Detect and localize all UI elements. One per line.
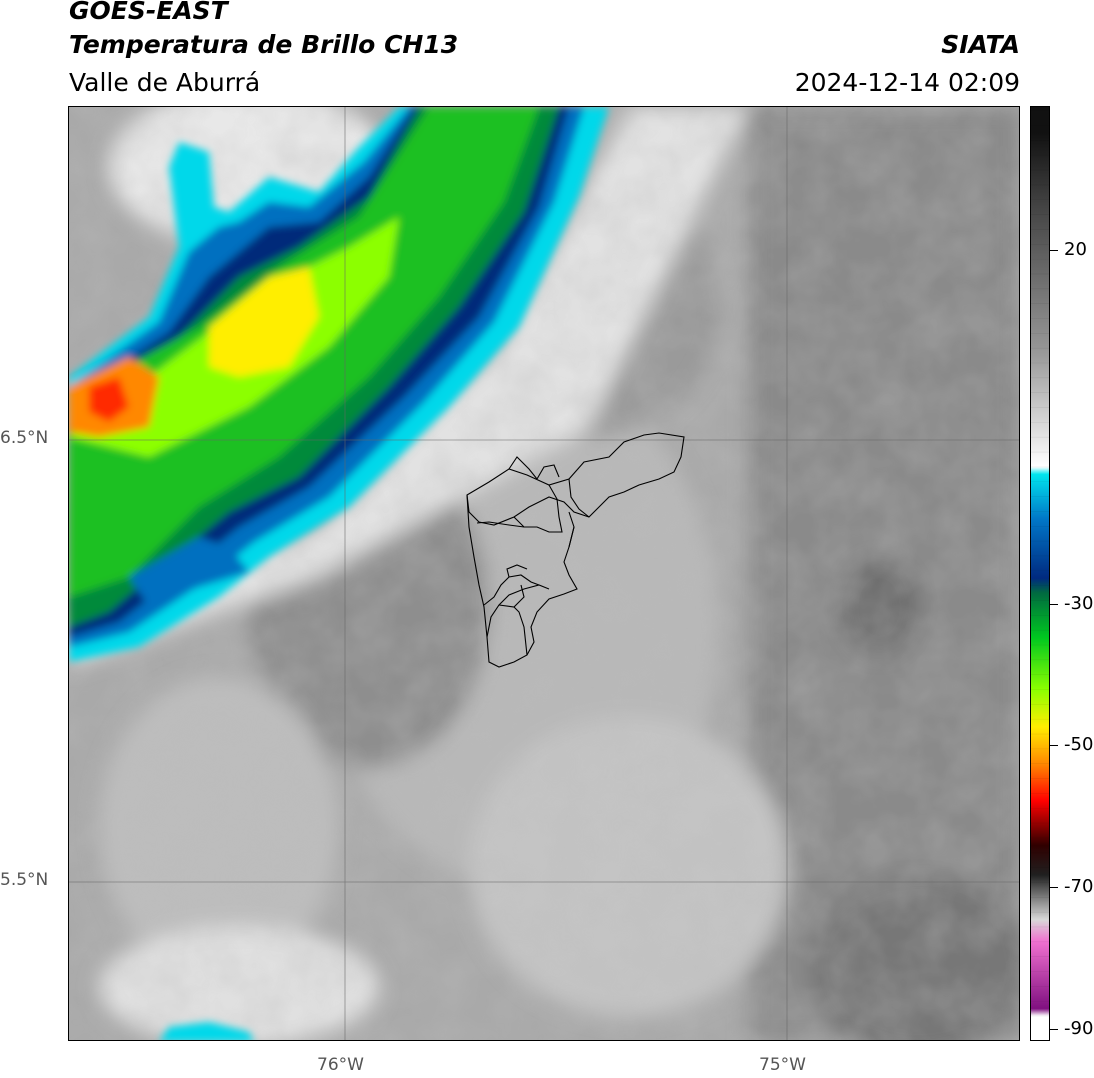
colorbar-label: -50 — [1064, 734, 1094, 755]
colorbar-label: 20 — [1064, 239, 1087, 260]
longitude-label-75: 75°W — [759, 1055, 806, 1075]
colorbar-label: -90 — [1064, 1018, 1094, 1039]
organization-label: SIATA — [941, 30, 1020, 59]
latitude-label-6-5: 6.5°N — [0, 428, 49, 448]
cold-cloud-band — [69, 107, 609, 1040]
lat-lon-grid — [69, 107, 1019, 1040]
region-subtitle: Valle de Aburrá — [69, 68, 261, 97]
municipality-boundaries — [466, 432, 685, 668]
latitude-label-5-5: 5.5°N — [0, 870, 49, 890]
product-title: GOES-EAST — [69, 0, 228, 25]
colorbar-tick — [1050, 604, 1058, 605]
colorbar — [1030, 106, 1050, 1041]
timestamp: 2024-12-14 02:09 — [794, 68, 1020, 97]
colorbar-tick — [1050, 250, 1058, 251]
colorbar-fill — [1031, 107, 1049, 1040]
channel-title: Temperatura de Brillo CH13 — [69, 30, 459, 59]
colorbar-gradient — [1031, 107, 1049, 1040]
colorbar-tick — [1050, 887, 1058, 888]
colorbar-tick — [1050, 745, 1058, 746]
colorbar-label: -70 — [1064, 876, 1094, 897]
longitude-label-76: 76°W — [317, 1055, 364, 1075]
map-canvas — [69, 107, 1019, 1040]
colorbar-label: -30 — [1064, 593, 1094, 614]
brightness-temperature-map[interactable] — [68, 106, 1020, 1041]
colorbar-tick — [1050, 1029, 1058, 1030]
